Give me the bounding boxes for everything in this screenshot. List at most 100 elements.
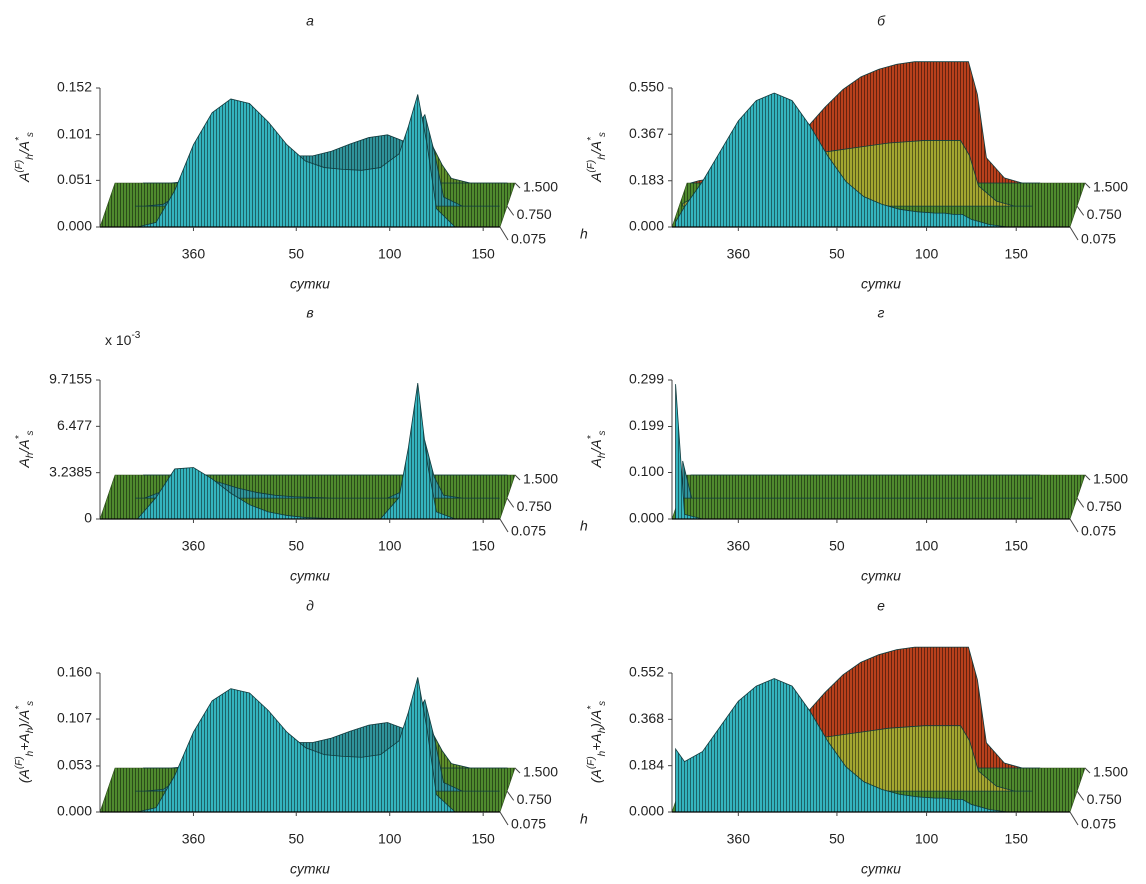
y-label-part: A [588,173,604,183]
y-label-part: s [597,701,608,706]
floor [671,474,1086,520]
depth-tick [1076,205,1085,216]
x-tick-label: 360 [182,246,206,262]
y-axis-label: (A(F)h+Ah)/A*s [14,701,36,783]
y-tick-label: 6.477 [57,417,92,433]
depth-tick [1076,497,1085,508]
panel-title: б [877,13,886,29]
depth-tick [506,497,515,508]
depth-tick-label: 0.075 [511,816,546,832]
y-axis-label: Ah/A*s [586,430,608,468]
panel-title: д [306,598,314,614]
panel-title: в [306,305,313,321]
depth-tick [499,226,509,241]
y-tick-label: 0.000 [629,510,664,526]
x-tick-label: 50 [829,538,845,554]
x-axis-label: сутки [290,276,330,292]
y-label-part: h [25,727,36,733]
x-axis-label: сутки [290,861,330,877]
surface-slice [675,678,1026,813]
x-tick-label: 100 [915,831,939,847]
depth-tick-label: 0.075 [1081,523,1116,539]
depth-tick-label: 0.075 [511,523,546,539]
panel-title: е [877,598,885,614]
x-tick-label: 360 [727,246,751,262]
depth-tick-label: 1.500 [1093,764,1128,780]
x-tick-label: 100 [378,831,402,847]
depth-tick-label: 0.750 [517,498,552,514]
y-label-part: s [597,430,608,435]
depth-tick [1076,790,1085,801]
x-tick-label: 50 [288,246,304,262]
x-tick-label: 360 [182,831,206,847]
y-label-part: * [14,705,25,710]
multiplier-exponent: -3 [131,330,140,341]
depth-axis-label: h [580,518,588,534]
y-label-part: * [14,136,25,141]
y-label-part: (F) [14,756,25,769]
depth-tick-label: 1.500 [523,764,558,780]
y-label-part: A [588,458,604,468]
y-label-part: * [14,434,25,439]
x-tick-label: 150 [471,538,495,554]
surface-slice [128,677,493,813]
x-tick-label: 150 [471,831,495,847]
y-tick-label: 0.160 [57,664,92,680]
depth-tick [506,205,515,216]
y-label-part: (A [588,769,604,783]
depth-tick-label: 1.500 [523,471,558,487]
y-label-part: h [597,452,608,458]
y-label-part: /A [588,439,604,453]
x-tick-label: 150 [1005,831,1029,847]
y-tick-label: 0.000 [629,218,664,234]
x-tick-label: 50 [829,246,845,262]
depth-axis-label: h [580,811,588,827]
y-label-part: h [25,154,36,160]
depth-tick [1084,474,1091,481]
x-axis-label: сутки [861,861,901,877]
x-axis-label: сутки [861,568,901,584]
y-label-part: )/A [588,710,604,730]
depth-tick-label: 0.075 [1081,816,1116,832]
x-tick-label: 100 [915,246,939,262]
depth-tick-label: 0.075 [1081,231,1116,247]
y-axis-label: A(F)h/A*s [586,132,608,183]
x-tick-label: 150 [471,246,495,262]
y-label-part: h [597,727,608,733]
y-label-part: s [25,701,36,706]
y-tick-label: 0.051 [57,171,92,187]
depth-tick-label: 1.500 [523,179,558,195]
y-tick-label: 0.199 [629,417,664,433]
y-tick-label: 0.367 [629,125,664,141]
depth-tick-label: 0.075 [511,231,546,247]
y-label-part: s [25,430,36,435]
depth-tick [1084,767,1091,774]
depth-tick [514,767,521,774]
y-label-part: +A [588,733,604,751]
x-tick-label: 360 [182,538,206,554]
surface-slice [675,92,1026,228]
y-label-part: A [16,173,32,183]
x-tick-label: 50 [829,831,845,847]
y-label-part: h [25,750,36,756]
y-tick-label: 0.183 [629,171,664,187]
y-tick-label: 0.552 [629,664,664,680]
y-tick-label: 9.7155 [49,371,92,387]
y-label-part: * [586,136,597,141]
y-label-part: s [25,132,36,137]
x-tick-label: 150 [1005,538,1029,554]
y-label-part: /A [16,141,32,155]
y-tick-label: 0.299 [629,371,664,387]
x-tick-label: 360 [727,538,751,554]
x-tick-label: 50 [288,831,304,847]
y-tick-label: 0.101 [57,125,92,141]
axis-multiplier: x 10-3 [105,330,141,348]
depth-tick-label: 0.750 [517,791,552,807]
y-tick-label: 0 [84,510,92,526]
y-tick-label: 0.053 [57,757,92,773]
y-label-part: (A [16,769,32,783]
depth-tick [1069,811,1079,826]
surface-slice [682,460,1033,499]
depth-tick-label: 0.750 [1087,206,1122,222]
